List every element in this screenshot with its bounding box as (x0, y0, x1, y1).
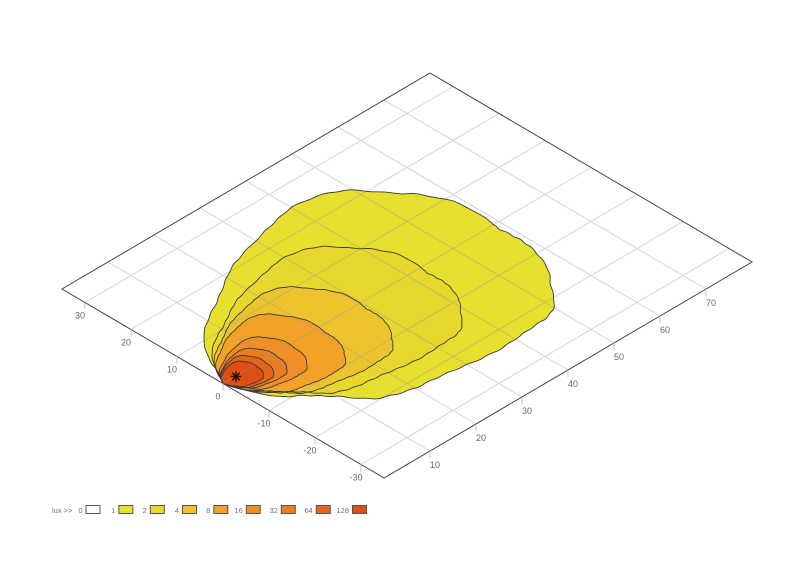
svg-text:1: 1 (111, 506, 115, 515)
svg-text:2: 2 (143, 506, 147, 515)
svg-text:-30: -30 (349, 473, 362, 483)
svg-text:30: 30 (522, 406, 532, 416)
svg-text:128: 128 (336, 506, 349, 515)
svg-text:70: 70 (706, 298, 716, 308)
svg-text:40: 40 (568, 379, 578, 389)
svg-text:lux >>: lux >> (52, 506, 73, 515)
svg-text:8: 8 (206, 506, 210, 515)
svg-text:20: 20 (476, 433, 486, 443)
svg-text:0: 0 (215, 392, 220, 402)
svg-text:4: 4 (175, 506, 179, 515)
svg-text:10: 10 (430, 460, 440, 470)
svg-text:10: 10 (167, 365, 177, 375)
svg-text:20: 20 (121, 338, 131, 348)
svg-text:-20: -20 (303, 446, 316, 456)
svg-text:60: 60 (660, 325, 670, 335)
svg-text:-10: -10 (257, 419, 270, 429)
svg-text:64: 64 (304, 506, 312, 515)
svg-text:0: 0 (78, 506, 82, 515)
svg-text:32: 32 (269, 506, 277, 515)
svg-text:16: 16 (234, 506, 242, 515)
svg-text:50: 50 (614, 352, 624, 362)
svg-text:30: 30 (75, 311, 85, 321)
